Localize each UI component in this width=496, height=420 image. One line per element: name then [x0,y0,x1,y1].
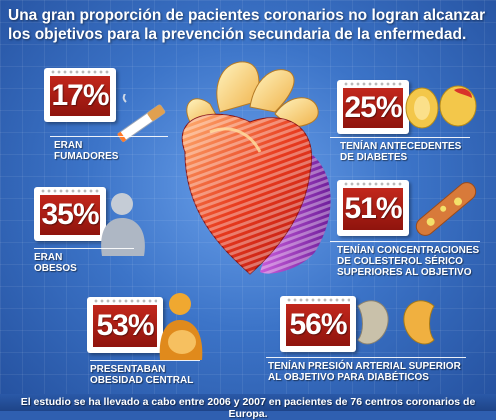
stat-label-diabetes-line-2: DE DIABETES [340,152,408,163]
artery-plaque-icon [415,182,477,236]
card-binding [93,299,157,303]
connector-line [266,357,466,358]
stat-label-obese-line-1: ERAN [34,252,63,263]
stat-card-diabetes: 25% [337,80,409,134]
headline-line-2: los objetivos para la prevención secunda… [8,26,467,43]
connector-line [50,136,168,137]
stat-value-central-obesity: 53% [93,305,157,347]
stat-label-cholesterol-line-1: TENÍAN CONCENTRACIONES [337,245,480,256]
stat-value-obese: 35% [40,195,100,235]
heart-icon [182,61,331,275]
headline-line-1: Una gran proporción de pacientes coronar… [8,7,486,24]
stat-card-central-obesity: 53% [87,297,163,353]
stat-value-diabetes: 25% [343,88,403,128]
stat-label-blood-pressure-line-1: TENÍAN PRESIÓN ARTERIAL SUPERIOR [268,361,461,372]
obese-person-icon [101,193,145,256]
footer-bar: El estudio se ha llevado a cabo entre 20… [0,394,496,420]
stat-value-blood-pressure: 56% [286,304,350,346]
central-obesity-person-icon [159,293,203,360]
card-binding [343,182,403,186]
connector-line [34,248,134,249]
stat-card-obese: 35% [34,187,106,241]
connector-line [90,360,200,361]
stat-label-smokers-line-1: ERAN [54,140,83,151]
stat-value-cholesterol: 51% [343,188,403,230]
stat-card-blood-pressure: 56% [280,296,356,352]
stat-label-central-obesity-line-2: OBESIDAD CENTRAL [90,375,194,386]
stat-label-smokers: ERAN FUMADORES [54,140,118,162]
stat-label-central-obesity: PRESENTABAN OBESIDAD CENTRAL [90,364,193,386]
card-binding [40,189,100,193]
stat-label-blood-pressure: TENÍAN PRESIÓN ARTERIAL SUPERIOR AL OBJE… [268,361,461,383]
card-binding [50,70,110,74]
stat-label-blood-pressure-line-2: AL OBJETIVO PARA DIABÉTICOS [268,372,429,383]
stat-label-diabetes-line-1: TENÍAN ANTECEDENTES [340,141,462,152]
connector-line [330,241,480,242]
stat-label-obese: ERAN OBESOS [34,252,77,274]
stat-card-smokers: 17% [44,68,116,122]
headline: Una gran proporción de pacientes coronar… [8,6,488,44]
stat-label-diabetes: TENÍAN ANTECEDENTES DE DIABETES [340,141,461,163]
footer-note: El estudio se ha llevado a cabo entre 20… [20,396,476,420]
kidneys-icon [357,300,435,345]
stat-label-central-obesity-line-1: PRESENTABAN [90,364,166,375]
stat-label-cholesterol-line-3: SUPERIORES AL OBJETIVO [337,267,472,278]
stat-label-smokers-line-2: FUMADORES [54,151,119,162]
stat-card-cholesterol: 51% [337,180,409,236]
stat-value-smokers: 17% [50,76,110,116]
card-binding [286,298,350,302]
stat-label-cholesterol-line-2: DE COLESTEROL SÉRICO [337,256,463,267]
stat-label-obese-line-2: OBESOS [34,263,77,274]
stat-label-cholesterol: TENÍAN CONCENTRACIONES DE COLESTEROL SÉR… [337,245,479,278]
pancreas-icon [405,85,477,129]
connector-line [330,137,470,138]
card-binding [343,82,403,86]
